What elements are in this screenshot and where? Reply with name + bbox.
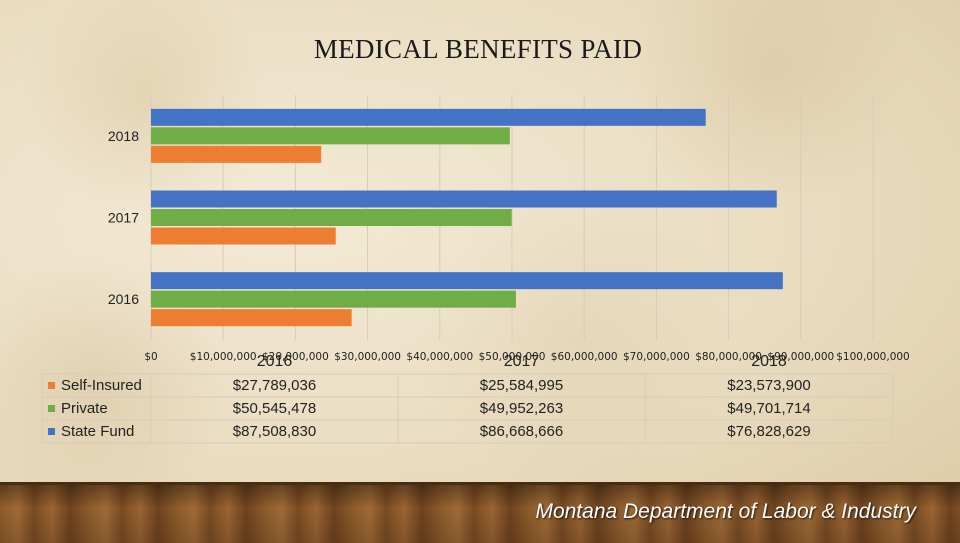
x-tick-label: $40,000,000 [406,351,473,363]
data-label: $87,508,830 [233,423,316,440]
legend-label: Private [61,400,108,417]
legend-swatch [48,382,55,389]
data-label: $86,668,666 [480,423,563,440]
legend-label: Self-Insured [61,377,142,394]
x-tick-label: $70,000,000 [623,351,690,363]
category-label: 2018 [108,128,139,144]
x-tick-label: $10,000,000 [190,351,257,363]
x-tick-label: $60,000,000 [551,351,618,363]
bar-state-fund-2018 [151,108,706,126]
legend-swatch [48,405,55,412]
bar-self-insured-2016 [151,309,352,327]
footer-text: Montana Department of Labor & Industry [535,500,916,523]
wood-floor [0,482,960,543]
x-tick-label: $0 [144,351,157,363]
table-column-header: 2016 [257,353,293,370]
data-label: $27,789,036 [233,377,316,394]
data-label: $49,952,263 [480,400,563,417]
x-tick-label: $50,000,000 [479,351,546,363]
data-label: $76,828,629 [727,423,810,440]
x-tick-label: $80,000,000 [695,351,762,363]
bar-state-fund-2016 [151,272,783,290]
table-column-header: 2018 [751,353,787,370]
x-tick-label: $100,000,000 [836,351,909,363]
x-tick-label: $90,000,000 [767,351,834,363]
x-tick-label: $20,000,000 [262,351,329,363]
bar-state-fund-2017 [151,190,777,208]
legend-swatch [48,428,55,435]
bar-self-insured-2017 [151,227,336,245]
chart-title: MEDICAL BENEFITS PAID [313,34,643,64]
data-label: $50,545,478 [233,400,316,417]
category-label: 2016 [108,291,139,307]
data-label: $49,701,714 [727,400,810,417]
data-label: $23,573,900 [727,377,810,394]
table-column-header: 2017 [504,353,540,370]
bar-private-2016 [151,290,516,308]
bar-private-2017 [151,209,512,226]
legend-label: State Fund [61,423,134,440]
bar-self-insured-2018 [151,145,322,163]
x-tick-label: $30,000,000 [334,351,401,363]
category-label: 2017 [108,210,139,226]
data-label: $25,584,995 [480,377,563,394]
medical-benefits-chart: $0 $10,000,000 $20,000,000 $30,000,000 $40,0… [41,95,910,444]
bar-private-2018 [151,127,510,145]
